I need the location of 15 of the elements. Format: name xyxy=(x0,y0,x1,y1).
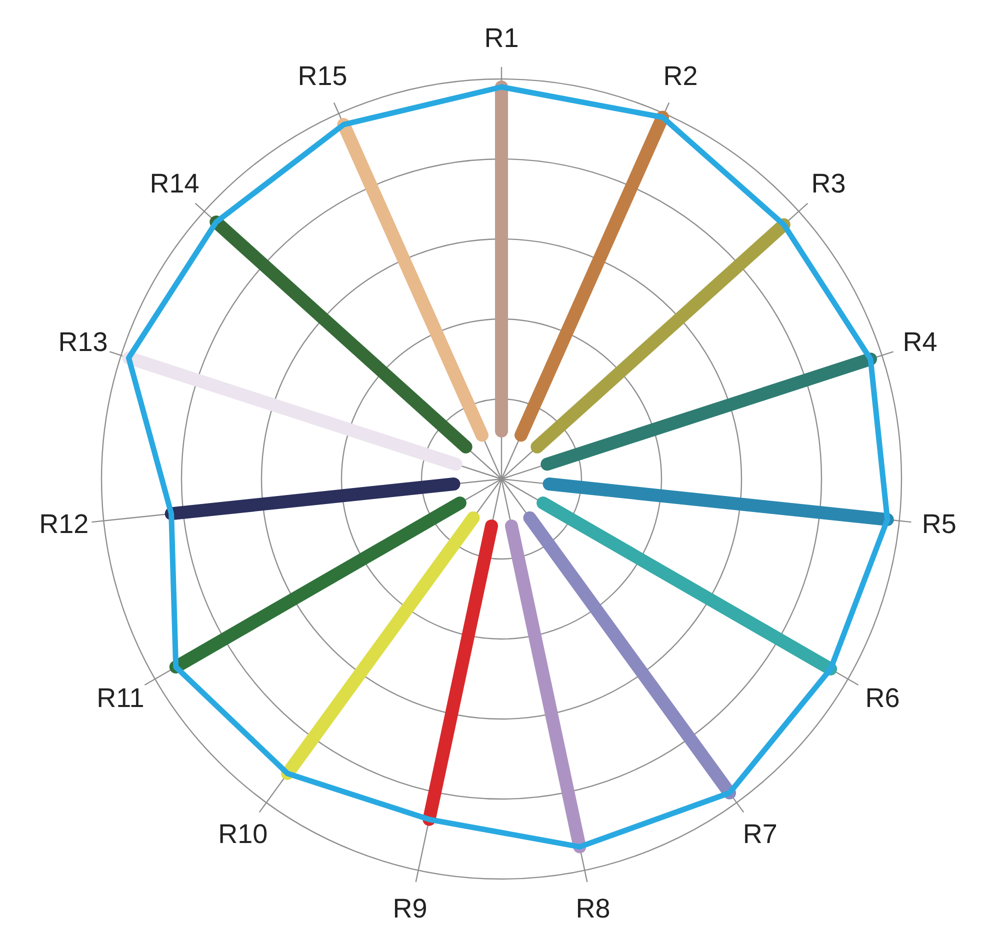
spoke-label: R8 xyxy=(576,893,610,924)
spoke-label: R6 xyxy=(865,683,900,713)
spoke-label: R5 xyxy=(922,508,956,539)
spoke-label: R9 xyxy=(392,893,428,924)
spoke-label: R13 xyxy=(58,327,108,358)
spoke-label: R7 xyxy=(742,818,778,849)
spoke-label: R4 xyxy=(902,327,938,358)
spoke-label: R2 xyxy=(663,61,698,92)
spoke-label: R11 xyxy=(96,683,144,713)
spoke-label: R12 xyxy=(39,508,89,539)
spoke-label: R14 xyxy=(150,168,200,199)
spoke-label: R3 xyxy=(811,168,846,199)
spoke-label: R1 xyxy=(484,23,519,53)
spoke-label: R15 xyxy=(298,61,348,92)
spoke-label: R10 xyxy=(218,818,268,849)
